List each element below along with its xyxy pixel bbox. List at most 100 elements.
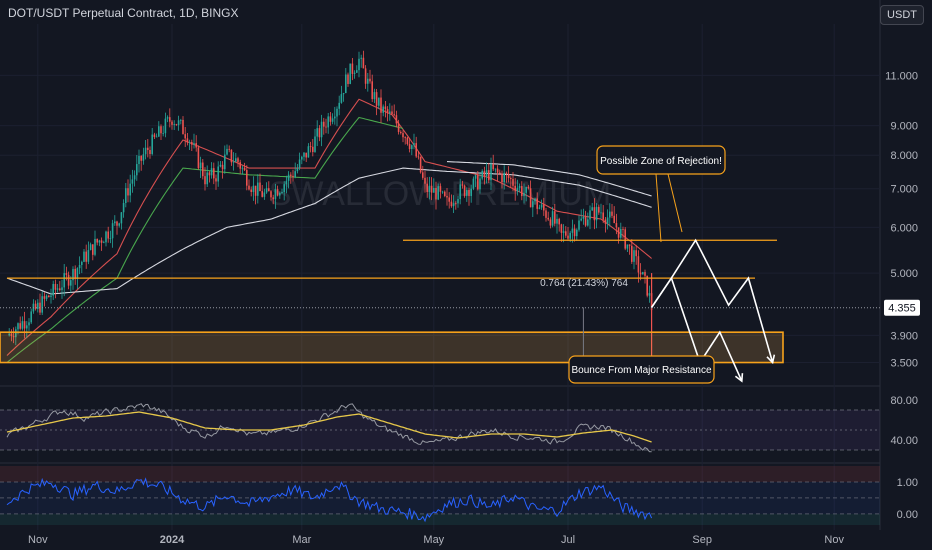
candle-body <box>481 170 483 179</box>
candle-body <box>171 121 173 125</box>
candle-body <box>151 134 153 154</box>
candle-body <box>571 228 574 233</box>
candle-body <box>169 117 171 122</box>
candle-body <box>378 97 380 106</box>
candle-body <box>131 179 134 184</box>
candle-body <box>428 185 431 192</box>
candle-body <box>422 172 424 178</box>
candle-body <box>215 178 217 182</box>
candle-body <box>12 336 15 338</box>
candle-body <box>78 264 81 269</box>
candle-body <box>19 323 21 329</box>
candle-body <box>149 150 151 154</box>
candle-body <box>254 185 257 196</box>
candle-body <box>111 223 114 239</box>
x-tick-label: Mar <box>292 534 311 546</box>
y-tick-label: 6.000 <box>890 222 918 234</box>
candle-body <box>39 302 41 313</box>
y-tick-label: 3.900 <box>890 330 918 342</box>
candle-body <box>499 172 501 174</box>
candle-body <box>578 220 580 230</box>
candle-body <box>397 123 400 132</box>
candle-body <box>573 228 576 237</box>
candle-body <box>415 143 417 157</box>
candle-body <box>301 156 303 160</box>
candle-body <box>323 121 325 127</box>
last-price-label: 4.355 <box>888 303 916 315</box>
candle-body <box>147 147 149 151</box>
candle-body <box>235 158 237 162</box>
candle-body <box>173 124 175 125</box>
candle-body <box>125 188 127 204</box>
candle-body <box>26 325 28 329</box>
candle-body <box>382 106 384 113</box>
candle-body <box>441 191 444 193</box>
candle-body <box>41 296 43 313</box>
y-tick-label: 7.000 <box>890 184 918 196</box>
candle-body <box>327 116 329 128</box>
candle-body <box>292 175 294 178</box>
candle-body <box>582 216 585 219</box>
callout-label: Possible Zone of Rejection! <box>600 156 722 167</box>
candle-body <box>116 221 118 226</box>
candle-body <box>567 235 569 239</box>
candle-body <box>87 250 90 262</box>
candle-body <box>263 192 266 197</box>
candle-body <box>52 283 54 296</box>
candle-body <box>67 274 70 286</box>
candle-body <box>336 108 338 117</box>
candle-body <box>593 207 596 221</box>
oscillator-pane <box>0 466 880 525</box>
y-tick-label: 9.000 <box>890 121 918 133</box>
candle-body <box>210 168 213 176</box>
candle-body <box>37 302 39 309</box>
candle-body <box>45 295 48 299</box>
rsi-tick-label: 80.00 <box>890 395 918 407</box>
candle-body <box>320 121 323 138</box>
candle-body <box>543 204 545 211</box>
candle-body <box>15 329 17 338</box>
candle-body <box>226 148 228 155</box>
candle-body <box>28 322 30 326</box>
candle-body <box>435 188 437 200</box>
candle-body <box>514 185 516 192</box>
candle-body <box>316 128 318 137</box>
candle-body <box>644 272 646 276</box>
moving-average-line <box>446 161 652 197</box>
candle-body <box>265 188 268 193</box>
candle-body <box>615 223 618 228</box>
candle-body <box>393 114 395 116</box>
candle-body <box>380 97 382 113</box>
candle-body <box>516 187 519 192</box>
candle-body <box>358 58 360 71</box>
candle-body <box>221 164 224 170</box>
candle-body <box>232 161 235 163</box>
candle-body <box>437 186 439 200</box>
candle-body <box>43 296 46 299</box>
candle-body <box>175 124 178 126</box>
candle-body <box>620 229 622 238</box>
candle-body <box>81 261 83 265</box>
candle-body <box>463 185 466 196</box>
candle-body <box>100 240 103 243</box>
candle-body <box>96 238 98 243</box>
candle-body <box>160 126 162 134</box>
candle-body <box>197 147 200 169</box>
candle-body <box>492 163 494 170</box>
candle-body <box>30 311 32 323</box>
candle-body <box>8 333 10 336</box>
last-price-badge <box>884 299 920 316</box>
candle-body <box>162 133 164 135</box>
candle-body <box>503 172 505 183</box>
candle-body <box>188 142 191 143</box>
candle-body <box>602 212 604 220</box>
candle-body <box>424 177 426 184</box>
candle-body <box>331 118 334 122</box>
candle-body <box>485 170 488 177</box>
x-tick-label: Jul <box>561 534 575 546</box>
candle-body <box>450 201 453 207</box>
candle-body <box>353 72 356 74</box>
candle-body <box>356 70 358 73</box>
currency-button[interactable]: USDT <box>880 5 924 25</box>
